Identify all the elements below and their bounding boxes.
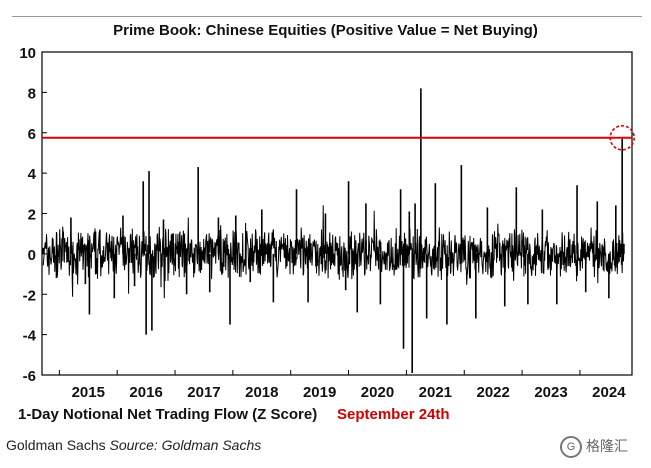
x-axis-caption: 1-Day Notional Net Trading Flow (Z Score… <box>18 406 318 423</box>
top-rule <box>12 16 642 17</box>
y-tick-label: 10 <box>19 45 36 62</box>
gelonghui-logo-icon: G <box>560 436 582 459</box>
plot-frame <box>41 51 633 376</box>
footer-source: Source: Goldman Sachs <box>109 437 262 453</box>
x-tick-label: 2020 <box>361 384 394 401</box>
x-tick-label: 2017 <box>187 384 220 401</box>
series-noise-line <box>42 205 625 299</box>
y-tick-label: 4 <box>28 166 37 183</box>
y-tick-label: 8 <box>28 85 36 102</box>
y-tick-label: -4 <box>23 328 37 345</box>
x-tick-label: 2018 <box>245 384 278 401</box>
footer-org: Goldman Sachs <box>6 437 106 453</box>
footer: Goldman Sachs Source: Goldman Sachs <box>6 437 261 453</box>
y-tick-label: 2 <box>28 207 36 224</box>
y-tick-label: -2 <box>23 287 36 304</box>
x-tick-label: 2019 <box>303 384 336 401</box>
y-tick-label: -6 <box>23 368 36 385</box>
x-tick-label: 2016 <box>129 384 162 401</box>
y-tick-label: 6 <box>28 126 36 143</box>
chart-title: Prime Book: Chinese Equities (Positive V… <box>113 22 538 39</box>
x-tick-label: 2015 <box>72 384 105 401</box>
x-tick-label: 2021 <box>419 384 452 401</box>
y-tick-label: 0 <box>28 247 36 264</box>
x-tick-label: 2023 <box>534 384 567 401</box>
annotation-caption: September 24th <box>337 406 450 423</box>
highlight-circle <box>609 124 635 151</box>
x-tick-label: 2024 <box>592 384 626 401</box>
x-tick-label: 2022 <box>476 384 509 401</box>
watermark-text: 格隆汇 <box>586 438 628 454</box>
watermark: G 格隆汇 <box>560 436 628 459</box>
